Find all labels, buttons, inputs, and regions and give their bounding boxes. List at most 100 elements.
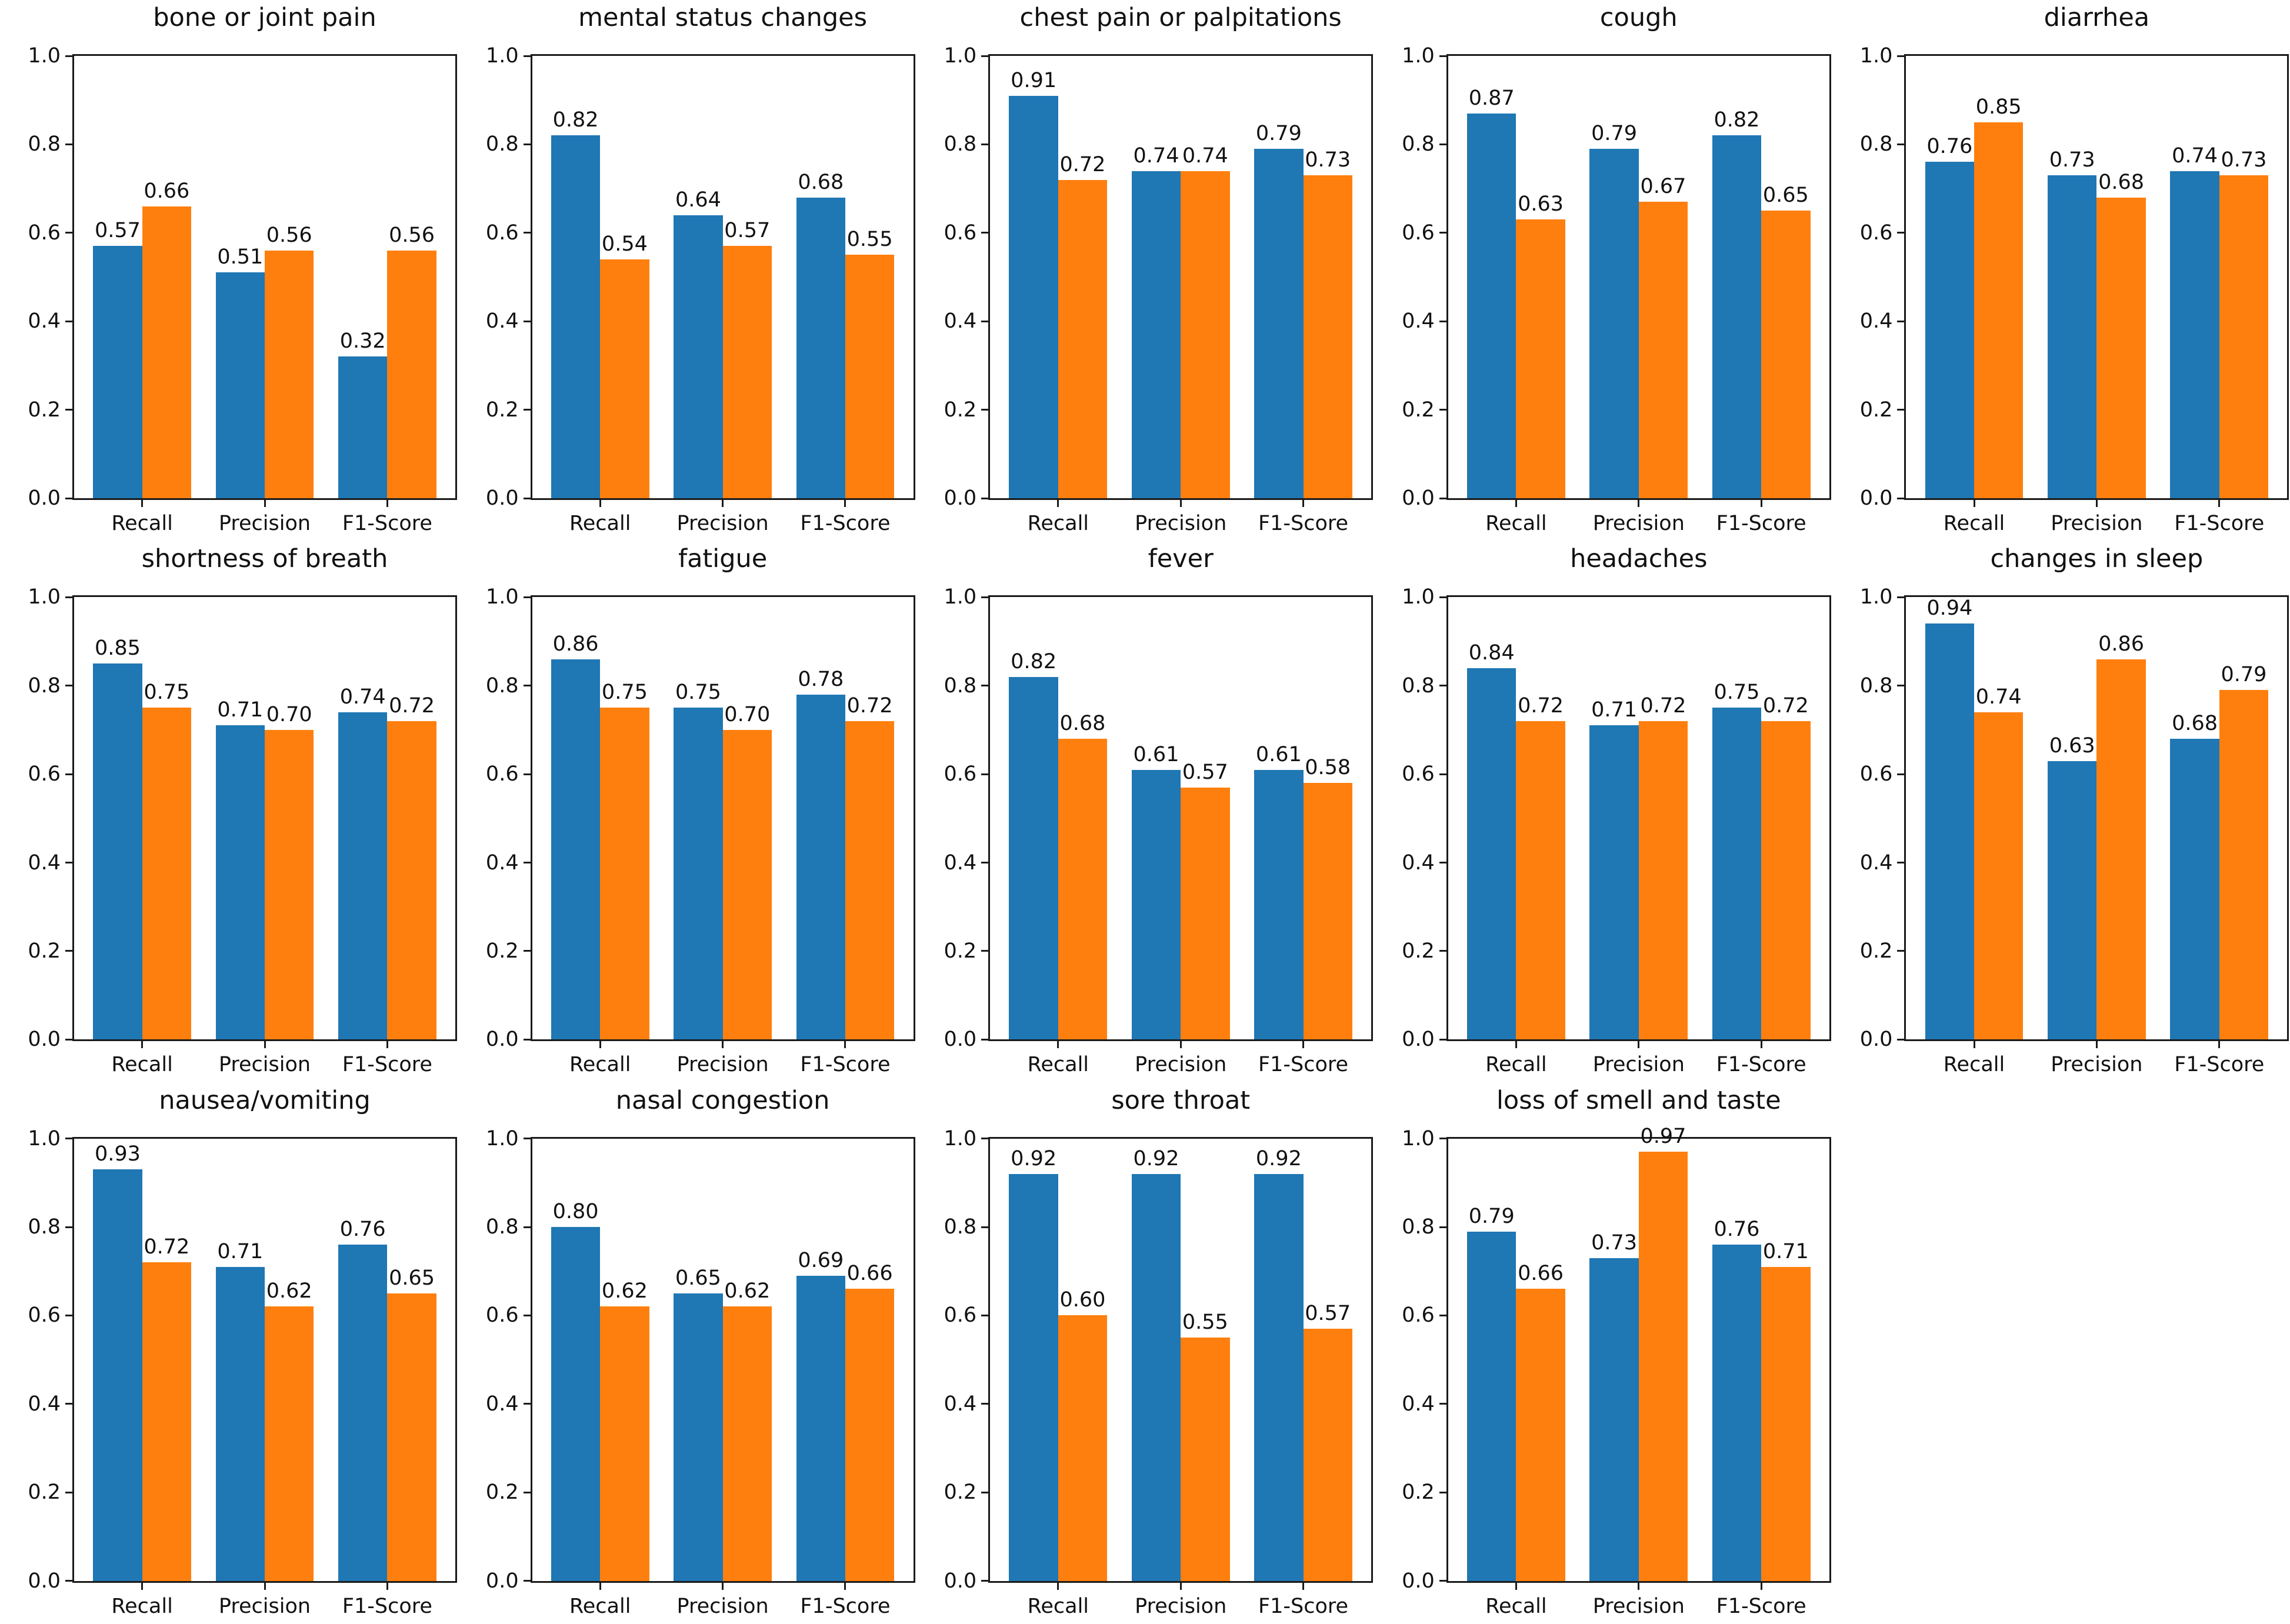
- bar-blue: [1712, 135, 1762, 498]
- bar-value-label: 0.56: [389, 223, 435, 247]
- y-tick: [1439, 1403, 1446, 1405]
- y-tick-label: 0.8: [1402, 132, 1435, 156]
- y-tick-label: 0.2: [1859, 398, 1893, 422]
- x-tick-label: Precision: [1592, 1053, 1685, 1077]
- y-tick: [523, 1580, 531, 1582]
- x-tick-label: Precision: [2051, 512, 2143, 535]
- bar-value-label: 0.32: [339, 329, 386, 354]
- x-tick: [599, 1582, 601, 1590]
- bar-value-label: 0.65: [1762, 184, 1809, 208]
- x-tick-label: Recall: [1485, 1053, 1547, 1077]
- x-tick-label: Recall: [569, 512, 631, 535]
- bar-value-label: 0.74: [339, 685, 386, 709]
- y-tick-label: 0.4: [1859, 851, 1893, 875]
- subplot-mental-status-changes: mental status changes 0.0 0.2 0.4 0.6 0.8 1.0 R…: [458, 0, 916, 541]
- bar-orange: [1761, 211, 1811, 498]
- bar-blue: [215, 725, 265, 1040]
- x-tick: [1057, 1582, 1059, 1590]
- x-tick-label: F1-Score: [2174, 512, 2265, 535]
- y-tick-label: 0.8: [1859, 132, 1893, 156]
- y-tick: [1439, 685, 1446, 687]
- bar-blue: [1712, 1245, 1762, 1581]
- x-tick-label: Precision: [676, 1053, 769, 1077]
- bar-blue: [1131, 769, 1181, 1040]
- bar-orange: [265, 250, 314, 498]
- bar-orange: [1303, 1329, 1352, 1581]
- bar-value-label: 0.73: [2221, 148, 2267, 172]
- bar-orange: [600, 259, 649, 498]
- y-tick-label: 0.2: [485, 939, 519, 963]
- bar-blue: [1925, 623, 1975, 1040]
- x-tick-label: Recall: [1485, 1594, 1547, 1618]
- y-tick: [523, 1403, 531, 1405]
- y-tick: [523, 1038, 531, 1041]
- bar-blue: [674, 1293, 723, 1581]
- y-tick-label: 0.0: [485, 1569, 519, 1593]
- bar-blue: [215, 272, 265, 498]
- x-tick-label: Precision: [1135, 512, 1227, 535]
- bar-value-label: 0.55: [1182, 1310, 1228, 1335]
- y-tick-label: 0.0: [485, 1028, 519, 1052]
- x-tick: [1515, 500, 1517, 507]
- y-tick: [523, 143, 531, 145]
- bar-orange: [722, 729, 772, 1040]
- bar-orange: [1974, 122, 2024, 498]
- bar-orange: [2096, 659, 2146, 1040]
- bar-value-label: 0.79: [1468, 1204, 1515, 1228]
- x-tick-label: Precision: [218, 1594, 311, 1618]
- y-tick-label: 1.0: [28, 1126, 61, 1151]
- bar-value-label: 0.84: [1468, 641, 1515, 665]
- y-tick-label: 0.2: [485, 1480, 519, 1505]
- y-tick-label: 0.4: [1402, 309, 1435, 334]
- x-tick-label: Precision: [1135, 1053, 1227, 1077]
- y-tick: [1439, 232, 1446, 234]
- x-tick-label: Precision: [2051, 1053, 2143, 1077]
- bar-orange: [2096, 197, 2146, 498]
- y-tick: [65, 1226, 72, 1228]
- x-tick-label: Precision: [1592, 512, 1685, 535]
- y-tick: [981, 773, 989, 775]
- bar-value-label: 0.73: [1305, 148, 1351, 172]
- bar-value-label: 0.72: [144, 1235, 190, 1259]
- bar-blue: [674, 708, 723, 1040]
- bar-orange: [1761, 721, 1811, 1040]
- bar-value-label: 0.79: [2221, 663, 2267, 687]
- y-tick: [1439, 320, 1446, 322]
- x-tick-label: F1-Score: [1258, 1594, 1349, 1618]
- chart-title: nasal congestion: [615, 1085, 830, 1115]
- bar-value-label: 0.74: [1133, 144, 1179, 168]
- bar-value-label: 0.79: [1255, 121, 1302, 145]
- bar-value-label: 0.72: [846, 693, 893, 718]
- bar-value-label: 0.75: [675, 681, 721, 705]
- x-tick: [1057, 1041, 1059, 1049]
- bar-orange: [845, 721, 895, 1040]
- bar-orange: [1516, 1289, 1565, 1581]
- y-tick: [523, 596, 531, 598]
- bar-orange: [387, 250, 436, 498]
- y-tick-label: 0.4: [1402, 851, 1435, 875]
- bar-blue: [1589, 725, 1639, 1040]
- y-tick: [523, 862, 531, 864]
- y-tick-label: 0.8: [1402, 1215, 1435, 1239]
- x-tick-label: Recall: [111, 1053, 173, 1077]
- bar-value-label: 0.74: [1975, 685, 2022, 709]
- x-tick: [1302, 1041, 1305, 1049]
- bar-blue: [215, 1266, 265, 1581]
- y-tick: [65, 1138, 72, 1140]
- y-tick-label: 0.4: [1402, 1392, 1435, 1416]
- x-tick: [386, 1582, 388, 1590]
- bar-orange: [265, 729, 314, 1040]
- y-tick-label: 0.6: [1402, 1303, 1435, 1328]
- chart-title: bone or joint pain: [153, 3, 376, 32]
- y-tick-label: 0.6: [1402, 762, 1435, 786]
- y-tick: [65, 497, 72, 499]
- y-tick-label: 0.4: [485, 309, 519, 334]
- y-tick-label: 0.0: [1859, 486, 1893, 510]
- x-tick-label: F1-Score: [1716, 1594, 1806, 1618]
- x-tick: [141, 1582, 144, 1590]
- bar-value-label: 0.87: [1468, 86, 1515, 110]
- bar-orange: [1516, 721, 1565, 1040]
- y-tick: [1897, 773, 1905, 775]
- bar-value-label: 0.51: [217, 245, 264, 269]
